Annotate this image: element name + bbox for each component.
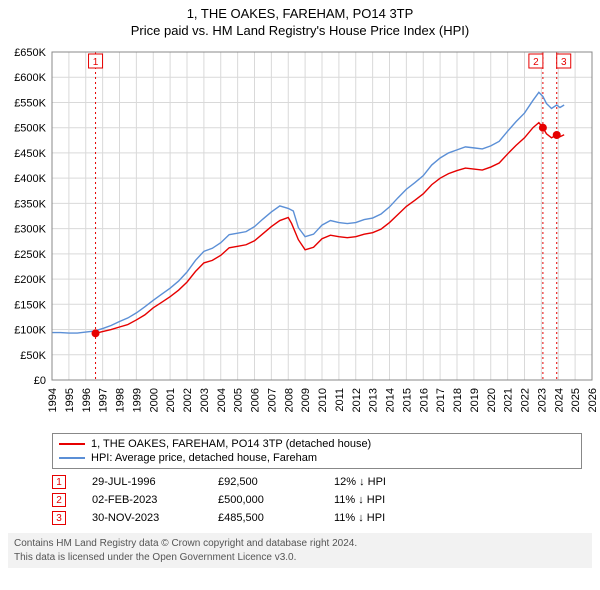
svg-text:£550K: £550K xyxy=(14,97,46,109)
svg-text:2023: 2023 xyxy=(536,388,548,412)
sale-point-2 xyxy=(539,124,547,132)
svg-text:2004: 2004 xyxy=(216,388,228,412)
svg-text:2020: 2020 xyxy=(486,388,498,412)
svg-text:2026: 2026 xyxy=(587,388,599,412)
svg-text:1994: 1994 xyxy=(47,388,59,412)
svg-text:£150K: £150K xyxy=(14,299,46,311)
sale-price: £92,500 xyxy=(218,476,308,488)
svg-text:2024: 2024 xyxy=(553,388,565,412)
sale-point-3 xyxy=(553,131,561,139)
sales-table: 1 29-JUL-1996 £92,500 12% ↓ HPI 2 02-FEB-2023… xyxy=(52,473,592,527)
svg-text:2006: 2006 xyxy=(250,388,262,412)
sale-num-box: 3 xyxy=(52,511,66,525)
sale-diff: 11% ↓ HPI xyxy=(334,494,414,506)
sale-date: 29-JUL-1996 xyxy=(92,476,192,488)
sale-diff: 11% ↓ HPI xyxy=(334,512,414,524)
svg-text:2018: 2018 xyxy=(452,388,464,412)
svg-text:2003: 2003 xyxy=(199,388,211,412)
svg-text:2014: 2014 xyxy=(385,388,397,412)
series-hpi xyxy=(52,92,564,333)
svg-text:2012: 2012 xyxy=(351,388,363,412)
svg-text:£50K: £50K xyxy=(20,350,46,362)
svg-text:£500K: £500K xyxy=(14,123,46,135)
svg-text:£100K: £100K xyxy=(14,325,46,337)
svg-text:£250K: £250K xyxy=(14,249,46,261)
svg-text:1: 1 xyxy=(93,57,99,68)
legend-label: HPI: Average price, detached house, Fare… xyxy=(91,452,317,464)
svg-text:3: 3 xyxy=(561,57,567,68)
svg-text:2021: 2021 xyxy=(503,388,515,412)
svg-text:2017: 2017 xyxy=(435,388,447,412)
sale-row: 3 30-NOV-2023 £485,500 11% ↓ HPI xyxy=(52,509,592,527)
sale-price: £485,500 xyxy=(218,512,308,524)
sale-row: 1 29-JUL-1996 £92,500 12% ↓ HPI xyxy=(52,473,592,491)
svg-text:2010: 2010 xyxy=(317,388,329,412)
sale-date: 30-NOV-2023 xyxy=(92,512,192,524)
footer-line-2: This data is licensed under the Open Gov… xyxy=(14,551,586,565)
footer-line-1: Contains HM Land Registry data © Crown c… xyxy=(14,537,586,551)
svg-text:2015: 2015 xyxy=(401,388,413,412)
legend-item: HPI: Average price, detached house, Fare… xyxy=(59,451,575,465)
sale-num-box: 2 xyxy=(52,493,66,507)
svg-text:2011: 2011 xyxy=(334,388,346,412)
svg-text:2016: 2016 xyxy=(418,388,430,412)
svg-text:2: 2 xyxy=(533,57,539,68)
svg-text:2001: 2001 xyxy=(165,388,177,412)
svg-text:£300K: £300K xyxy=(14,224,46,236)
legend-swatch xyxy=(59,443,85,445)
svg-text:£400K: £400K xyxy=(14,173,46,185)
series-price_paid xyxy=(96,123,565,334)
svg-text:2019: 2019 xyxy=(469,388,481,412)
svg-text:£350K: £350K xyxy=(14,198,46,210)
svg-text:2013: 2013 xyxy=(368,388,380,412)
legend: 1, THE OAKES, FAREHAM, PO14 3TP (detache… xyxy=(52,433,582,469)
svg-text:2007: 2007 xyxy=(266,388,278,412)
sale-date: 02-FEB-2023 xyxy=(92,494,192,506)
svg-text:2022: 2022 xyxy=(520,388,532,412)
svg-text:1998: 1998 xyxy=(115,388,127,412)
chart-svg: £0 £50K £100K £150K £200K £250K £300K £350K £400… xyxy=(0,42,600,427)
svg-text:2025: 2025 xyxy=(570,388,582,412)
sale-diff: 12% ↓ HPI xyxy=(334,476,414,488)
svg-text:£600K: £600K xyxy=(14,72,46,84)
svg-text:2002: 2002 xyxy=(182,388,194,412)
svg-text:1995: 1995 xyxy=(64,388,76,412)
sale-price: £500,000 xyxy=(218,494,308,506)
legend-label: 1, THE OAKES, FAREHAM, PO14 3TP (detache… xyxy=(91,438,371,450)
sale-row: 2 02-FEB-2023 £500,000 11% ↓ HPI xyxy=(52,491,592,509)
svg-text:£650K: £650K xyxy=(14,47,46,59)
svg-text:2005: 2005 xyxy=(233,388,245,412)
chart-subtitle: Price paid vs. HM Land Registry's House … xyxy=(0,21,600,42)
svg-text:1999: 1999 xyxy=(131,388,143,412)
chart-plot: £0 £50K £100K £150K £200K £250K £300K £350K £400… xyxy=(0,42,600,427)
legend-item: 1, THE OAKES, FAREHAM, PO14 3TP (detache… xyxy=(59,437,575,451)
svg-text:1996: 1996 xyxy=(81,388,93,412)
svg-text:2000: 2000 xyxy=(148,388,160,412)
svg-text:2008: 2008 xyxy=(283,388,295,412)
svg-text:£0: £0 xyxy=(34,375,46,387)
svg-text:2009: 2009 xyxy=(300,388,312,412)
legend-swatch xyxy=(59,457,85,459)
chart-title: 1, THE OAKES, FAREHAM, PO14 3TP xyxy=(0,0,600,21)
svg-text:£450K: £450K xyxy=(14,148,46,160)
sale-num-box: 1 xyxy=(52,475,66,489)
svg-text:£200K: £200K xyxy=(14,274,46,286)
svg-text:1997: 1997 xyxy=(98,388,110,412)
footer: Contains HM Land Registry data © Crown c… xyxy=(8,533,592,568)
sale-point-1 xyxy=(92,329,100,337)
